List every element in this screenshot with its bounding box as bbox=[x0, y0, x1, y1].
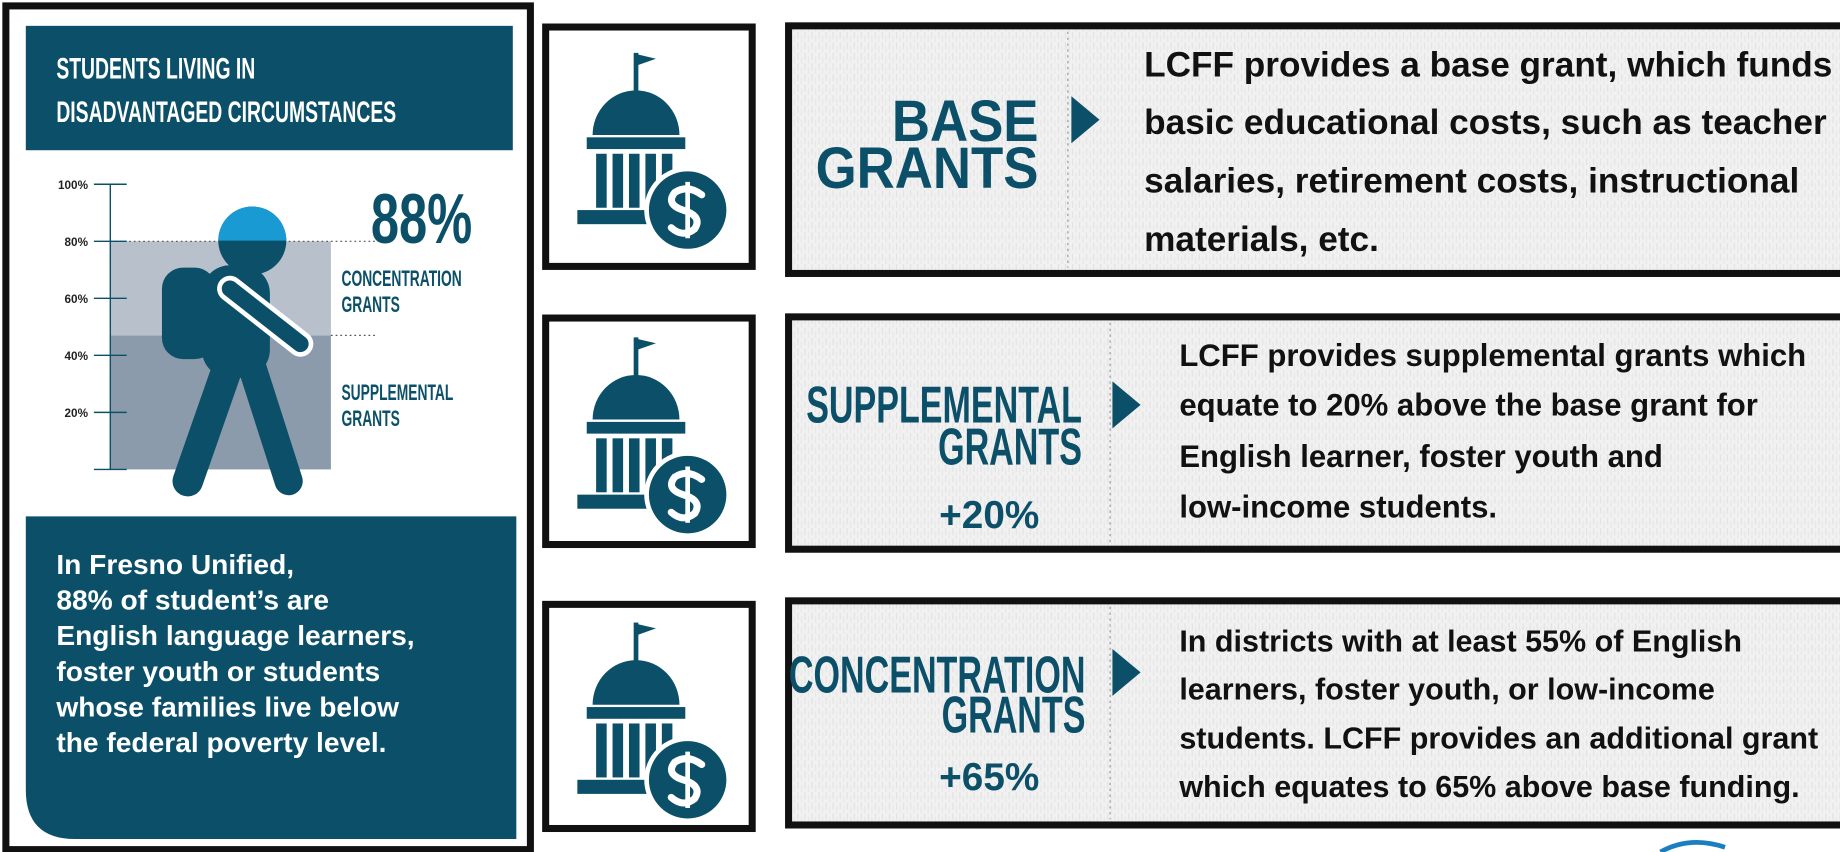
segment-label: GRANTS bbox=[341, 292, 399, 317]
summary-line: English language learners, bbox=[56, 620, 414, 651]
y-tick-label: 20% bbox=[65, 407, 89, 420]
summary-line: foster youth or students bbox=[56, 656, 380, 687]
grant-increase: +20% bbox=[939, 494, 1039, 537]
logo-swoosh bbox=[1660, 842, 1725, 852]
summary-line: In Fresno Unified, bbox=[56, 549, 294, 580]
sidebar-header bbox=[26, 26, 513, 150]
grant-description: basic educational costs, such as teacher bbox=[1144, 103, 1827, 142]
grant-title: GRANTS bbox=[942, 685, 1086, 743]
segment-label: SUPPLEMENTAL bbox=[341, 380, 453, 405]
grant-title: GRANTS bbox=[938, 418, 1082, 476]
grant-description: students. LCFF provides an additional gr… bbox=[1179, 722, 1818, 756]
grant-description: low-income students. bbox=[1179, 490, 1497, 525]
headline-percent: 88% bbox=[371, 179, 472, 258]
sidebar-title: STUDENTS LIVING IN bbox=[56, 53, 255, 86]
segment-label: CONCENTRATION bbox=[341, 266, 461, 291]
segment-label: GRANTS bbox=[341, 406, 399, 431]
grant-description: which equates to 65% above base funding. bbox=[1178, 770, 1799, 804]
y-tick-label: 60% bbox=[65, 293, 89, 306]
grant-title: GRANTS bbox=[816, 136, 1039, 201]
grant-description: English learner, foster youth and bbox=[1179, 439, 1663, 474]
grant-increase: +65% bbox=[939, 756, 1039, 799]
grant-description: LCFF provides a base grant, which funds bbox=[1144, 45, 1832, 84]
grant-description: In districts with at least 55% of Englis… bbox=[1179, 624, 1742, 658]
grant-description: salaries, retirement costs, instructiona… bbox=[1144, 161, 1799, 200]
sidebar-title: DISADVANTAGED CIRCUMSTANCES bbox=[56, 96, 396, 129]
grant-description: learners, foster youth, or low-income bbox=[1179, 672, 1715, 706]
infographic: STUDENTS LIVING IN DISADVANTAGED CIRCUMST… bbox=[0, 0, 1840, 852]
grant-description: equate to 20% above the base grant for bbox=[1179, 387, 1758, 422]
page: { "sidebar": { "title_lines": ["STUDENTS… bbox=[0, 0, 1840, 852]
y-tick-label: 100% bbox=[58, 179, 89, 192]
y-tick-label: 40% bbox=[65, 350, 89, 363]
y-tick-label: 80% bbox=[65, 236, 89, 249]
summary-line: 88% of student’s are bbox=[56, 585, 329, 616]
grant-description: LCFF provides supplemental grants which bbox=[1179, 338, 1806, 373]
grant-description: materials, etc. bbox=[1144, 220, 1379, 259]
summary-line: whose families live below bbox=[55, 692, 399, 723]
summary-line: the federal poverty level. bbox=[56, 727, 386, 758]
